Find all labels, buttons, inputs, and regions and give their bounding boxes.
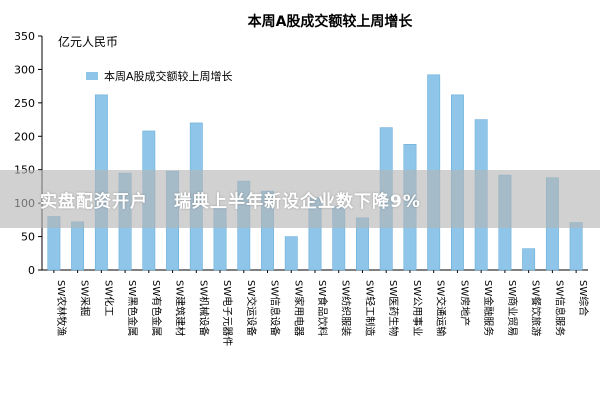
y-tick-label: 0: [28, 264, 35, 277]
chart-title: 本周A股成交额较上周增长: [248, 13, 414, 30]
bar: [569, 222, 583, 271]
x-tick-label: SW农林牧渔: [55, 280, 68, 336]
x-tick-label: SW信息设备: [269, 280, 282, 336]
x-tick-label: SW电子元器件: [221, 280, 234, 346]
x-tick-label: SW轻工制造: [363, 280, 376, 336]
legend: 本周A股成交额较上周增长: [86, 69, 233, 83]
x-tick-label: SW公用事业: [411, 280, 424, 336]
overlay-left-text: 实盘配资开户: [40, 191, 148, 212]
x-tick-label: SW金融服务: [482, 280, 495, 336]
x-tick-label: SW商业贸易: [506, 280, 519, 336]
x-tick-label: SW有色金属: [150, 280, 163, 336]
y-tick-label: 250: [14, 97, 35, 110]
y-tick-label: 350: [14, 30, 35, 43]
x-tick-label: SW食品饮料: [316, 280, 329, 336]
x-tick-label: SW化工: [102, 280, 115, 316]
x-tick-labels: SW农林牧渔 SW采掘 SW化工 SW黑色金属 SW有色金属 SW建筑建材 SW机械设备 SW…: [55, 280, 590, 346]
bar: [71, 221, 85, 271]
x-tick-label: SW采掘: [79, 280, 92, 316]
x-tick-label: SW黑色金属: [126, 280, 139, 336]
y-tick-label: 50: [21, 231, 35, 244]
legend-swatch: [86, 72, 98, 80]
y-tick-label: 200: [14, 130, 35, 143]
x-tick-label: SW机械设备: [197, 280, 210, 336]
x-tick-label: SW餐饮旅游: [530, 280, 543, 336]
bar: [522, 248, 536, 271]
x-tick-label: SW房地产: [458, 280, 471, 326]
overlay-right-text: 瑞典上半年新设企业数下降9%: [174, 191, 421, 212]
x-tick-label: SW纺织服装: [340, 280, 353, 336]
x-tick-label: SW信息服务: [553, 280, 566, 336]
x-tick-label: SW综合: [577, 280, 590, 316]
x-tick-label: SW交运设备: [245, 280, 258, 336]
x-tick-label: SW建筑建材: [174, 280, 187, 336]
overlay-banner: 实盘配资开户 瑞典上半年新设企业数下降9%: [0, 170, 600, 228]
y-axis-label: 亿元人民币: [58, 34, 118, 49]
bar: [284, 236, 298, 271]
legend-label: 本周A股成交额较上周增长: [104, 69, 233, 83]
y-tick-labels: 050100150200250300350: [14, 30, 35, 277]
x-tick-label: SW家用电器: [292, 280, 305, 336]
x-tick-label: SW交通运输: [435, 280, 448, 336]
x-tick-label: SW医药生物: [387, 280, 400, 336]
y-tick-label: 300: [14, 63, 35, 76]
